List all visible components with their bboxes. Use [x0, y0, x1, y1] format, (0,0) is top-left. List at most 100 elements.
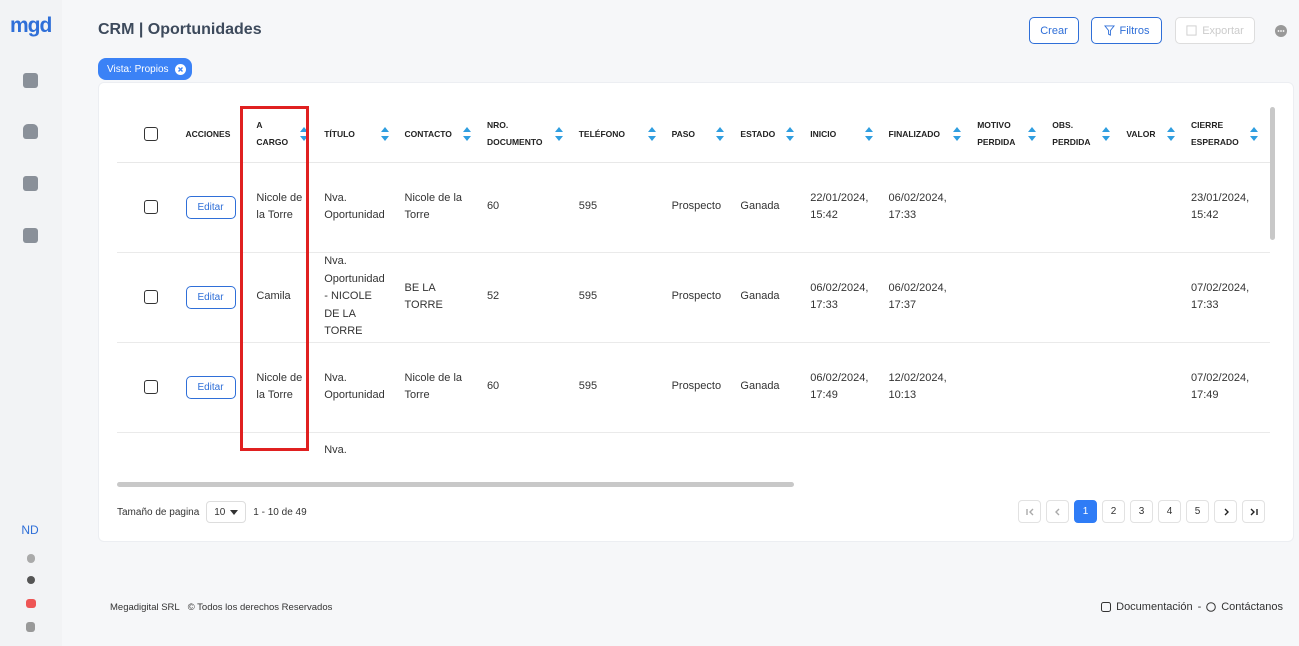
cell: Prospecto: [663, 342, 733, 433]
page-button[interactable]: 1: [1074, 500, 1097, 523]
cell-text: Nicole de la Torre: [256, 371, 303, 402]
sort-icon[interactable]: [1028, 127, 1037, 142]
theme-icon[interactable]: [27, 576, 35, 584]
checkbox[interactable]: [144, 380, 158, 394]
cell: 2025-02-: [1266, 252, 1270, 343]
cell: 07/02/2024, 17:49: [1183, 342, 1267, 433]
header-wrap: INICIO: [810, 126, 873, 143]
sort-icon[interactable]: [1250, 127, 1259, 142]
collapse-icon[interactable]: [26, 622, 35, 632]
column-header: FINALIZADO: [880, 107, 970, 163]
column-label: NRO. DOCUMENTO: [486, 120, 543, 148]
column-header: A CARGO: [248, 107, 317, 163]
nav-icon[interactable]: [23, 124, 38, 139]
company: Megadigital SRL: [110, 602, 180, 613]
cell: [969, 342, 1045, 433]
sort-up: [1250, 127, 1259, 133]
filter-chip[interactable]: Vista: Propios: [98, 58, 192, 80]
last-page[interactable]: [1242, 500, 1265, 523]
header-wrap: VALOR: [1126, 126, 1176, 143]
cell-text: 60: [486, 380, 500, 393]
cell: [969, 162, 1045, 253]
notif-icon[interactable]: [27, 554, 35, 563]
sort-icon[interactable]: [462, 127, 471, 142]
sort-icon[interactable]: [300, 127, 309, 142]
v-scrollbar[interactable]: [1270, 107, 1275, 240]
cell-text: 22/01/2024, 15:42: [810, 191, 869, 222]
chevron: [1054, 508, 1059, 515]
sort-up: [1167, 127, 1176, 133]
cell-text: 06/02/2024, 17:33: [888, 191, 947, 222]
sort-up: [462, 127, 471, 133]
sort-icon[interactable]: [1102, 127, 1111, 142]
sort-up: [1028, 127, 1037, 133]
page-button[interactable]: 4: [1158, 500, 1181, 523]
cell-text: Nicole de la Torre: [404, 191, 463, 222]
highlight-box: [240, 106, 309, 451]
cell-text: 06/02/2024, 17:33: [810, 281, 869, 312]
edit-button[interactable]: Editar: [185, 375, 236, 399]
sort-icon[interactable]: [380, 127, 389, 142]
cell-text: BE LA TORRE: [404, 281, 443, 312]
cell: 06/02/2024, 17:49: [802, 342, 881, 433]
page-button[interactable]: 3: [1130, 500, 1153, 523]
sort-icon[interactable]: [864, 127, 873, 142]
cell: Ganada: [732, 342, 803, 433]
prev-page[interactable]: [1046, 500, 1069, 523]
nav-icon[interactable]: [23, 176, 38, 191]
doc-icon: [1101, 602, 1112, 612]
sort-up: [554, 127, 563, 133]
edit-button[interactable]: Editar: [185, 285, 236, 309]
column-header: PASO: [663, 107, 733, 163]
more-menu[interactable]: [1274, 24, 1288, 38]
sort-up: [1102, 127, 1111, 133]
nav-icon[interactable]: [23, 228, 38, 243]
cell: [969, 252, 1045, 343]
first-page[interactable]: [1018, 500, 1041, 523]
page-button[interactable]: 2: [1102, 500, 1125, 523]
sort-icon[interactable]: [647, 127, 656, 142]
column-header: ACCIONES: [177, 107, 249, 163]
sort-down: [1102, 136, 1111, 142]
chip-close[interactable]: [174, 63, 186, 75]
page-button[interactable]: 5: [1186, 500, 1209, 523]
select-cell: [117, 342, 178, 433]
table-row: Editar Nicole de la Torre Nva. Oportunidad…: [117, 162, 1270, 253]
range: 1 - 10 de 49: [253, 506, 307, 518]
column-label: VALOR: [1126, 128, 1156, 139]
create-button[interactable]: Crear: [1029, 17, 1079, 44]
next-page[interactable]: [1214, 500, 1237, 523]
header-wrap: TELÉFONO: [579, 126, 656, 143]
cell: [1118, 432, 1184, 478]
sort-down: [953, 136, 962, 142]
user-avatar[interactable]: ND: [21, 523, 39, 537]
export-button[interactable]: Exportar: [1175, 17, 1255, 44]
logo[interactable]: mgd: [10, 14, 52, 37]
filter-button[interactable]: Filtros: [1091, 17, 1162, 44]
select-cell: [117, 162, 178, 253]
logout-icon[interactable]: [26, 599, 36, 608]
nav-icon[interactable]: [23, 73, 38, 88]
page-size-select[interactable]: 10: [206, 501, 247, 523]
link[interactable]: Contáctanos: [1221, 601, 1283, 613]
checkbox[interactable]: [144, 200, 158, 214]
cell: Ganada: [732, 162, 803, 253]
cell: Nva. Oportunidad: [316, 342, 397, 433]
column-label: CONTACTO: [404, 128, 452, 139]
h-scrollbar[interactable]: [117, 482, 794, 487]
table-row: Editar Camila Nva. Oportunidad - NICOLE DE…: [117, 252, 1270, 343]
cell: 60: [478, 342, 571, 433]
sort-icon[interactable]: [554, 127, 563, 142]
sort-down: [647, 136, 656, 142]
column-header: TÍTULO: [316, 107, 397, 163]
checkbox[interactable]: [144, 290, 158, 304]
sort-icon[interactable]: [1167, 127, 1176, 142]
link[interactable]: Documentación: [1116, 601, 1193, 613]
checkbox[interactable]: [144, 127, 158, 142]
sort-icon[interactable]: [786, 127, 795, 142]
edit-button[interactable]: Editar: [185, 195, 236, 219]
cell-text: 52: [486, 290, 500, 303]
column-header: MOTIVO PERDIDA: [969, 107, 1045, 163]
sort-icon[interactable]: [953, 127, 962, 142]
sort-icon[interactable]: [716, 127, 725, 142]
